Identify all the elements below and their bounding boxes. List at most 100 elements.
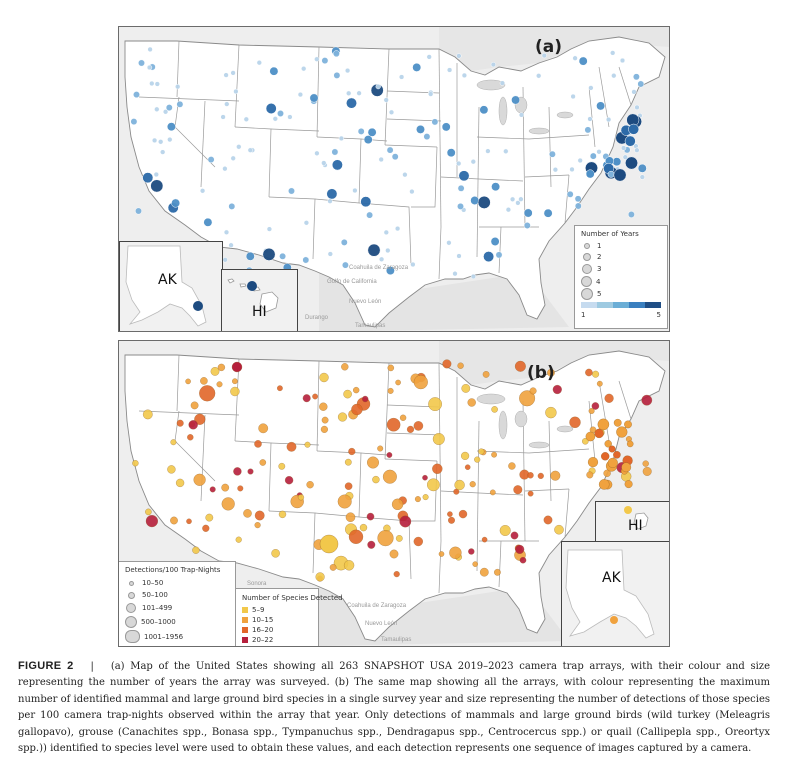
site-dot <box>548 150 556 158</box>
site-dot <box>256 60 262 66</box>
site-dot <box>175 478 185 488</box>
site-dot <box>287 114 293 120</box>
site-dot <box>387 387 394 394</box>
site-dot <box>523 208 533 218</box>
site-dot <box>329 564 337 571</box>
site-dot <box>162 109 169 115</box>
site-dot <box>485 148 491 154</box>
figure-caption: FIGURE 2 | (a) Map of the United States … <box>18 658 770 757</box>
legend-size-3: 3 <box>581 264 601 274</box>
site-dot <box>464 464 471 470</box>
site-dot <box>348 529 364 544</box>
caption-text: (a) Map of the United States showing all… <box>18 661 770 755</box>
site-dot <box>592 370 600 378</box>
site-dot <box>399 414 407 421</box>
site-dot <box>461 451 470 460</box>
legend-swatch <box>242 607 248 613</box>
legend-size-2: 2 <box>581 253 601 263</box>
site-dot <box>477 195 491 209</box>
site-dot <box>438 551 445 557</box>
legend-size-item: 101–499 <box>125 603 172 613</box>
site-dot <box>228 202 236 210</box>
site-dot <box>621 462 632 473</box>
state-border <box>234 44 240 128</box>
site-dot <box>395 379 401 386</box>
site-dot <box>479 567 489 577</box>
site-dot <box>209 486 216 493</box>
legend-color-item: 5–9 <box>242 606 264 616</box>
site-dot <box>611 73 617 79</box>
site-dot <box>302 256 310 264</box>
site-dot <box>315 572 325 582</box>
site-dot <box>409 188 415 195</box>
site-dot <box>537 472 544 479</box>
ramp-max-label: 5 <box>656 311 661 319</box>
state-border <box>564 488 570 538</box>
site-dot <box>233 88 239 95</box>
site-dot <box>490 61 497 68</box>
site-dot <box>185 378 191 385</box>
alaska-shape-b <box>565 549 655 639</box>
site-dot <box>491 406 498 413</box>
site-dot <box>223 72 229 78</box>
site-dot <box>386 417 401 432</box>
site-dot <box>356 90 362 96</box>
state-border <box>598 66 610 128</box>
site-dot <box>243 116 249 122</box>
site-dot <box>319 534 339 554</box>
site-dot <box>343 560 355 571</box>
site-dot <box>470 159 476 165</box>
site-dot <box>341 363 349 371</box>
state-border <box>360 452 388 456</box>
state-border <box>234 358 240 442</box>
site-dot <box>490 237 500 246</box>
state-border <box>438 48 442 228</box>
site-dot <box>320 425 328 433</box>
site-dot <box>619 57 626 64</box>
site-dot <box>457 202 464 210</box>
state-border <box>316 46 320 138</box>
site-dot <box>416 124 425 134</box>
site-dot <box>176 100 184 108</box>
site-dot <box>388 109 395 115</box>
sea-label: Tamaulipas <box>355 323 386 329</box>
site-dot <box>547 368 555 377</box>
site-dot <box>641 394 653 406</box>
site-dot <box>343 389 352 399</box>
site-dot <box>271 549 280 558</box>
site-dot <box>167 136 173 143</box>
legend-size-item: 50–100 <box>125 591 168 601</box>
site-dot <box>432 433 445 445</box>
state-border <box>384 48 390 146</box>
site-dot <box>626 440 634 448</box>
site-dot <box>479 105 489 115</box>
site-dot <box>627 211 635 218</box>
site-dot <box>543 515 553 525</box>
site-dot <box>151 137 158 144</box>
hawaii-inset-b: HI <box>595 501 669 543</box>
site-dot <box>278 510 287 519</box>
alaska-inset-a: AK <box>119 241 223 331</box>
site-dot <box>277 110 284 117</box>
site-dot <box>341 261 349 269</box>
site-dot <box>513 485 523 495</box>
site-dot <box>132 460 139 467</box>
site-dot <box>519 556 527 564</box>
lake-erie <box>528 441 550 449</box>
site-dot <box>584 126 592 134</box>
site-dot <box>442 359 452 369</box>
sea-label: Durango <box>305 315 329 321</box>
site-dot <box>220 114 226 120</box>
site-dot <box>278 462 286 470</box>
site-dot <box>447 511 453 517</box>
site-dot <box>223 229 230 235</box>
site-dot <box>431 118 439 126</box>
hawaii-shape-a <box>227 278 279 313</box>
site-dot <box>357 127 365 135</box>
site-dot <box>474 456 481 463</box>
site-dot <box>503 148 509 154</box>
site-dot <box>321 160 327 166</box>
site-dot <box>304 441 311 448</box>
state-border <box>498 540 502 588</box>
state-border <box>316 360 320 452</box>
